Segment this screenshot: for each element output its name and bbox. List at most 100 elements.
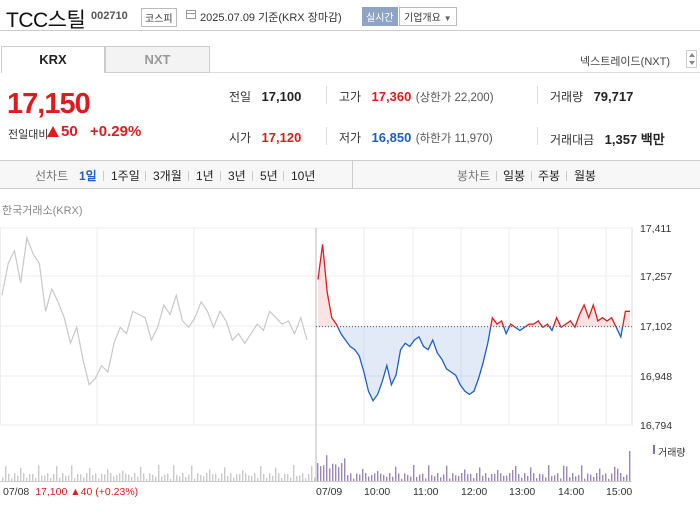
volume-bar (254, 473, 256, 481)
realtime-button[interactable]: 실시간 (362, 7, 398, 26)
volume-bar (89, 468, 91, 481)
volume-bar (227, 476, 229, 481)
period-1d[interactable]: 1일 (79, 169, 97, 183)
volume-bar (467, 474, 469, 481)
volume-bar (569, 477, 571, 481)
volume-bar (596, 473, 598, 481)
volume-bar (134, 473, 136, 481)
period-1w[interactable]: 1주일 (111, 169, 140, 183)
volume-bar (203, 476, 205, 481)
amount-value: 1,357 백만 (604, 132, 665, 147)
volume-bar (257, 477, 259, 481)
volume-bar (131, 476, 133, 481)
volume-bar (206, 473, 208, 481)
volume-bar (608, 478, 610, 481)
volume-legend-swatch (653, 445, 655, 454)
low-stat: 저가 16,850 (하한가 11,970) (339, 129, 493, 147)
volume-bar (53, 473, 55, 481)
volume-bar (161, 476, 163, 481)
volume-bar (299, 475, 301, 481)
volume-bar (239, 473, 241, 481)
period-1y[interactable]: 1년 (196, 169, 214, 183)
prev-close-label: 전일 (229, 90, 252, 104)
volume-bar (176, 474, 178, 481)
candle-chart-label: 봉차트 (457, 169, 491, 183)
volume-bar (8, 473, 10, 481)
volume-bar (32, 473, 34, 481)
volume-bar (587, 473, 589, 481)
area-below-base (318, 326, 630, 401)
scroll-arrows-icon[interactable] (686, 50, 697, 68)
volume-bar (371, 474, 373, 481)
volume-bar (344, 458, 346, 481)
volume-bar (152, 474, 154, 481)
volume-bar (578, 475, 580, 481)
volume-bar (401, 478, 403, 481)
toolbar-divider (283, 171, 284, 181)
candle-daily[interactable]: 일봉 (503, 169, 526, 183)
quote-date-line: 2025.07.09 기준(KRX 장마감) (200, 9, 342, 25)
period-3y[interactable]: 3년 (228, 169, 246, 183)
volume-bar (626, 474, 628, 481)
period-5y[interactable]: 5년 (260, 169, 278, 183)
candle-weekly[interactable]: 주봉 (538, 169, 561, 183)
candle-monthly[interactable]: 월봉 (574, 169, 597, 183)
volume-bar (323, 465, 325, 481)
volume-bar (29, 474, 31, 481)
volume-bar (14, 473, 16, 481)
tab-krx[interactable]: KRX (1, 46, 105, 73)
volume-bar (527, 475, 529, 481)
volume-bar (260, 466, 262, 481)
period-3m[interactable]: 3개월 (153, 169, 182, 183)
volume-bar (605, 473, 607, 481)
volume-bar (164, 474, 166, 481)
volume-bar (215, 473, 217, 481)
volume-bar (248, 475, 250, 481)
volume-bar (347, 475, 349, 481)
volume-bar (518, 474, 520, 481)
volume-bar (23, 473, 25, 481)
volume-bar (560, 478, 562, 481)
volume-bar (35, 477, 37, 481)
high-label: 고가 (339, 90, 362, 104)
volume-bar (479, 467, 481, 481)
up-triangle-icon (47, 126, 59, 137)
company-overview-dropdown[interactable]: 기업개요 ▼ (399, 7, 457, 26)
volume-bar (272, 475, 274, 481)
today-line-up (317, 244, 630, 327)
tab-nxt[interactable]: NXT (105, 46, 210, 73)
volume-bar (524, 473, 526, 481)
volume-bar (473, 478, 475, 481)
volume-bar (503, 475, 505, 481)
volume-bar (620, 473, 622, 481)
toolbar-section-divider (352, 160, 353, 189)
price-chart[interactable]: 17,411 17,257 17,102 16,948 16,794 (0, 219, 700, 481)
volume-bar (74, 478, 76, 481)
volume-bar (572, 473, 574, 481)
prev-day-line (1, 235, 308, 386)
volume-bar (113, 476, 115, 481)
stock-code: 002710 (91, 10, 128, 22)
volume-bar (326, 455, 328, 481)
volume-bar (128, 474, 130, 481)
volume-bar (80, 474, 82, 481)
prev-day-date: 07/08 (3, 486, 30, 498)
volume-stat: 거래량 79,717 (550, 88, 633, 106)
volume-bar (71, 465, 73, 481)
company-overview-label: 기업개요 (404, 13, 441, 24)
nextrade-link[interactable]: 넥스트레이드(NXT) (579, 56, 670, 68)
volume-bar (488, 477, 490, 481)
period-10y[interactable]: 10년 (291, 169, 316, 183)
volume-bar (428, 465, 430, 481)
volume-bar (533, 473, 535, 481)
tab-divider (210, 72, 700, 73)
volume-bar (143, 473, 145, 481)
up-small-icon: ▲ (70, 486, 81, 498)
volume-bar (395, 466, 397, 481)
volume-bar (5, 466, 7, 481)
volume-bar (422, 473, 424, 481)
stat-divider (537, 127, 538, 145)
y-tick-label: 17,102 (640, 321, 672, 333)
volume-bar (602, 474, 604, 481)
volume-bar (149, 473, 151, 481)
